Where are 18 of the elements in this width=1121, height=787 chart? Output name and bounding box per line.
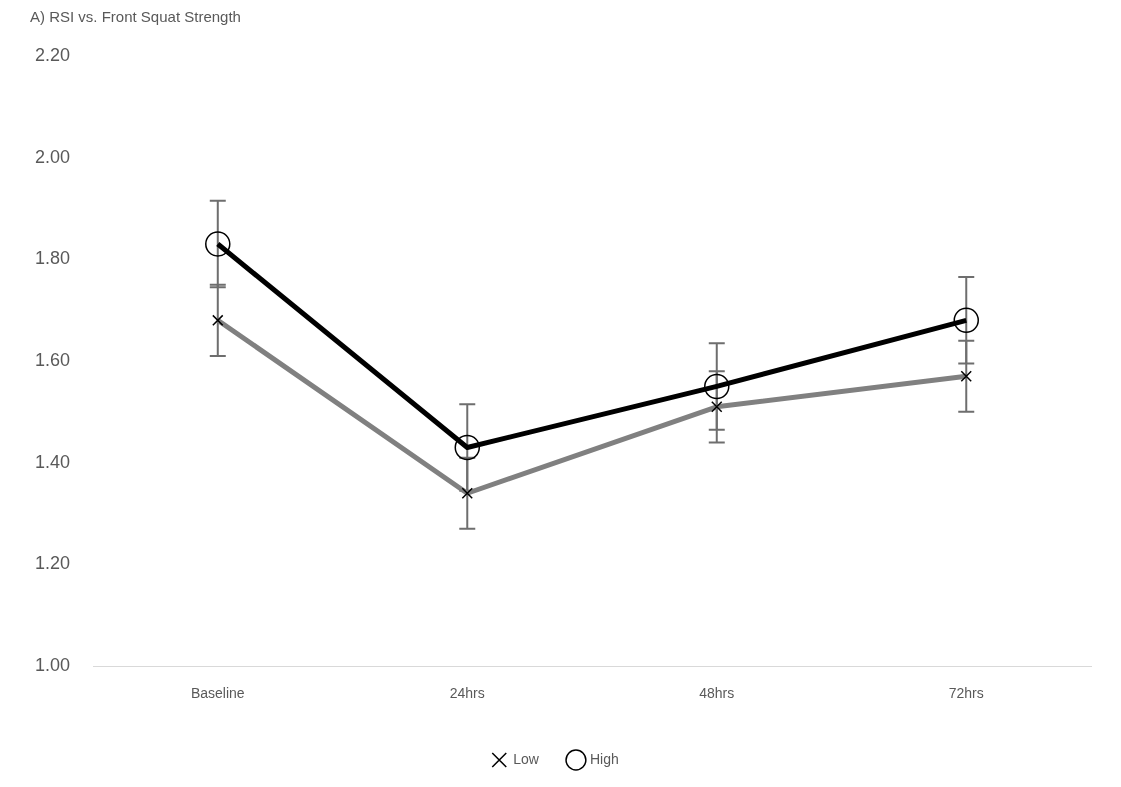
x-tick-label: 48hrs <box>699 685 735 702</box>
y-tick-label: 2.00 <box>34 146 71 167</box>
y-tick-label: 1.60 <box>34 349 71 370</box>
x-tick-label: 24hrs <box>449 685 485 702</box>
y-tick-label: 2.20 <box>34 44 71 65</box>
point <box>704 373 730 400</box>
y-tick-label: 1.20 <box>34 553 71 574</box>
y-tick-label: 1.80 <box>34 248 71 269</box>
point <box>454 434 481 461</box>
y-tick-label: 1.40 <box>34 451 71 472</box>
point <box>953 307 979 334</box>
legend-label: High <box>589 750 619 767</box>
x-tick-label: Baseline <box>190 685 245 702</box>
chart-title: A) RSI vs. Front Squat Strength <box>30 8 241 25</box>
legend-label: Low <box>513 750 540 767</box>
y-tick-label: 1.00 <box>34 655 71 676</box>
x-tick-label: 72hrs <box>948 685 984 702</box>
point <box>205 231 231 257</box>
